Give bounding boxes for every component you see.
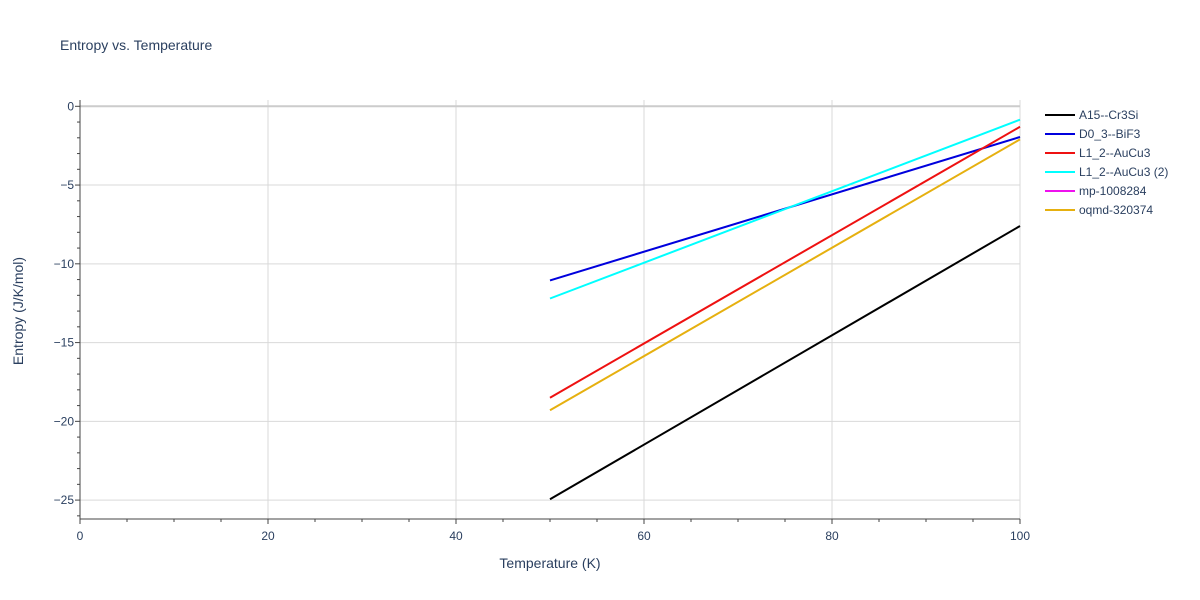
legend-label[interactable]: oqmd-320374 bbox=[1079, 203, 1153, 217]
y-axis-title: Entropy (J/K/mol) bbox=[10, 257, 26, 365]
y-tick-label: −25 bbox=[54, 493, 75, 507]
y-tick-label: −5 bbox=[60, 178, 74, 192]
legend-label[interactable]: A15--Cr3Si bbox=[1079, 108, 1138, 122]
legend: A15--Cr3Si D0_3--BiF3 L1_2--AuCu3 L1_2--AuC… bbox=[1045, 108, 1168, 217]
legend-label[interactable]: D0_3--BiF3 bbox=[1079, 127, 1141, 141]
axes-layer: 0 20 40 60 80 100 0 −5 −10 −15 −20 −25 bbox=[54, 99, 1031, 543]
x-tick-label: 60 bbox=[637, 529, 651, 543]
x-axis-title: Temperature (K) bbox=[499, 555, 600, 571]
y-tick-label: −15 bbox=[54, 336, 75, 350]
y-tick-label: −10 bbox=[54, 257, 75, 271]
series-line bbox=[549, 125, 1021, 399]
series-line bbox=[549, 138, 1021, 412]
legend-label[interactable]: L1_2--AuCu3 bbox=[1079, 146, 1151, 160]
grid-layer bbox=[80, 100, 1021, 519]
y-tick-label: −20 bbox=[54, 414, 75, 428]
series-line bbox=[549, 118, 1021, 300]
x-tick-label: 40 bbox=[449, 529, 463, 543]
chart-title: Entropy vs. Temperature bbox=[60, 37, 212, 53]
x-tick-label: 100 bbox=[1010, 529, 1030, 543]
series-layer bbox=[549, 118, 1021, 501]
x-tick-label: 20 bbox=[261, 529, 275, 543]
y-tick-label: 0 bbox=[67, 99, 74, 113]
legend-label[interactable]: L1_2--AuCu3 (2) bbox=[1079, 165, 1168, 179]
series-line bbox=[549, 225, 1021, 501]
legend-label[interactable]: mp-1008284 bbox=[1079, 184, 1147, 198]
x-tick-label: 80 bbox=[825, 529, 839, 543]
x-tick-label: 0 bbox=[77, 529, 84, 543]
